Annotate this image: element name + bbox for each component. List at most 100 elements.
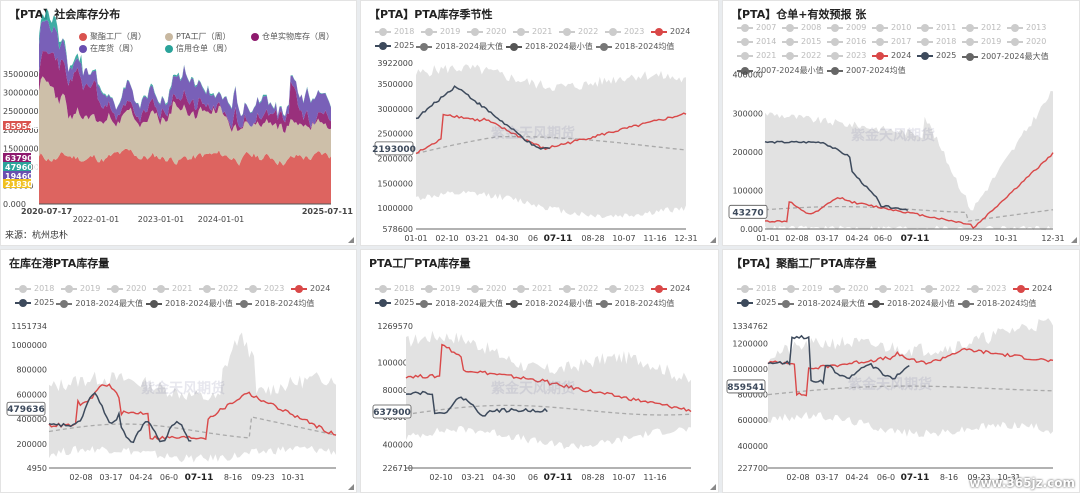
legend-item[interactable]: 2017 [872, 37, 911, 46]
legend-item[interactable]: PTA工厂（周） [165, 31, 231, 42]
legend-item[interactable]: 2018-2024均值 [595, 298, 675, 309]
legend-item[interactable]: 2007-2024最小值 [737, 65, 824, 76]
legend-item[interactable]: 2019 [962, 37, 1001, 46]
legend-item[interactable]: 2021 [513, 284, 552, 293]
x-tick-label: 02-10 [435, 234, 458, 243]
last-value-badge [3, 179, 31, 188]
legend-item[interactable]: 2025 [737, 298, 776, 307]
legend-item[interactable]: 2025 [917, 51, 956, 60]
legend-item[interactable]: 2018-2024最小值 [868, 298, 955, 309]
legend-item[interactable]: 2011 [917, 23, 956, 32]
legend-item[interactable]: 2018 [15, 284, 54, 293]
legend-marker-icon [199, 284, 215, 293]
legend-item[interactable]: 2018-2024最大值 [416, 298, 503, 309]
legend-item[interactable]: 2018-2024均值 [595, 41, 674, 52]
legend-item[interactable]: 2020 [467, 284, 506, 293]
legend-item[interactable]: 2024 [651, 27, 690, 36]
legend-item[interactable]: 2018 [917, 37, 956, 46]
legend-item[interactable]: 2012 [962, 23, 1001, 32]
legend-item[interactable]: 2010 [872, 23, 911, 32]
resize-handle[interactable] [348, 484, 354, 490]
legend-item[interactable]: 2018-2024最大值 [56, 298, 143, 309]
legend-item[interactable]: 2016 [827, 37, 866, 46]
legend-label: 2024 [670, 284, 691, 293]
legend-item[interactable]: 2018-2024最小值 [506, 41, 593, 52]
legend-item[interactable]: 2025 [375, 41, 414, 50]
range-band [416, 64, 686, 219]
legend-item[interactable]: 2018-2024最大值 [778, 298, 865, 309]
legend-item[interactable]: 2018-2024均值 [235, 298, 314, 309]
legend-item[interactable]: 2018-2024最小值 [506, 298, 593, 309]
legend-item[interactable]: 2020 [107, 284, 146, 293]
resize-handle[interactable] [710, 484, 716, 490]
legend-item[interactable]: 2024 [872, 51, 911, 60]
series-2024-line [764, 152, 1054, 229]
tick-label: 100000 [732, 186, 763, 195]
legend-item[interactable]: 2022 [782, 51, 821, 60]
x-tick-label: 12-31 [674, 234, 697, 243]
legend-item[interactable]: 2018 [375, 284, 414, 293]
panel-title: 在库在港PTA库存量 [9, 257, 110, 270]
legend-item[interactable]: 2024 [651, 284, 690, 293]
legend-marker-icon [595, 299, 612, 308]
legend-item[interactable]: 2020 [467, 27, 506, 36]
legend-item[interactable]: 2019 [421, 284, 460, 293]
legend-item[interactable]: 2019 [421, 27, 460, 36]
legend-item[interactable]: 2020 [1007, 37, 1046, 46]
legend-item[interactable]: 2018-2024最大值 [416, 41, 503, 52]
legend-item[interactable]: 2019 [61, 284, 100, 293]
legend-item[interactable]: 2007-2024均值 [827, 65, 906, 76]
legend-item[interactable]: 2015 [782, 37, 821, 46]
resize-handle[interactable] [348, 237, 354, 243]
legend-item[interactable]: 2025 [15, 298, 54, 307]
legend-item[interactable]: 2022 [559, 27, 598, 36]
legend-label: 2018-2024均值 [614, 299, 675, 308]
legend-item[interactable]: 2022 [199, 284, 238, 293]
tick-label: 1269570 [377, 322, 413, 331]
legend-item[interactable]: 2018 [375, 27, 414, 36]
panel-title: PTA工厂PTA库存量 [369, 257, 471, 270]
legend-item[interactable]: 聚酯工厂（周） [79, 31, 146, 42]
legend-item[interactable]: 2013 [1007, 23, 1046, 32]
legend-item[interactable]: 2025 [375, 298, 414, 307]
legend-item[interactable]: 2009 [827, 23, 866, 32]
legend-label: 2018 [394, 27, 415, 36]
legend-item[interactable]: 仓单实物库存（周） [251, 31, 334, 42]
legend-marker-icon [416, 299, 433, 308]
legend-item[interactable]: 2019 [783, 284, 822, 293]
legend-item[interactable]: 2023 [967, 284, 1006, 293]
legend-label: 2021 [532, 27, 553, 36]
legend-item[interactable]: 2024 [1013, 284, 1052, 293]
legend-item[interactable]: 2022 [921, 284, 960, 293]
legend-item[interactable]: 2021 [153, 284, 192, 293]
legend-item[interactable]: 在库货（周） [79, 43, 138, 54]
legend-marker-icon [875, 284, 891, 293]
legend-item[interactable]: 2020 [829, 284, 868, 293]
legend-label: 2007-2024最小值 [756, 66, 824, 75]
legend-marker-icon [375, 284, 391, 293]
x-tick-label: 8-16 [224, 473, 242, 482]
legend-item[interactable]: 2007 [737, 23, 776, 32]
legend-item[interactable]: 2018 [737, 284, 776, 293]
legend-item[interactable]: 2023 [245, 284, 284, 293]
legend-item[interactable]: 2018-2024均值 [957, 298, 1036, 309]
legend-item[interactable]: 2023 [605, 284, 644, 293]
legend-item[interactable]: 2023 [605, 27, 644, 36]
legend-item[interactable]: 2008 [782, 23, 821, 32]
legend-item[interactable]: 2024 [291, 284, 330, 293]
legend-item[interactable]: 2021 [737, 51, 776, 60]
legend-item[interactable]: 2021 [875, 284, 914, 293]
resize-handle[interactable] [710, 237, 716, 243]
legend-label: 2022 [578, 284, 599, 293]
legend-item[interactable]: 信用仓单（周） [165, 43, 232, 54]
resize-handle[interactable] [1071, 237, 1077, 243]
legend-item[interactable]: 2007-2024最大值 [962, 51, 1049, 62]
legend-item[interactable]: 2022 [559, 284, 598, 293]
legend-item[interactable]: 2023 [827, 51, 866, 60]
legend-item[interactable]: 2014 [737, 37, 776, 46]
legend-label: 聚酯工厂（周） [90, 32, 146, 41]
legend-item[interactable]: 2021 [513, 27, 552, 36]
legend-label: 2007-2024最大值 [981, 52, 1049, 61]
legend-item[interactable]: 2018-2024最小值 [146, 298, 233, 309]
legend-marker-icon [917, 23, 933, 32]
